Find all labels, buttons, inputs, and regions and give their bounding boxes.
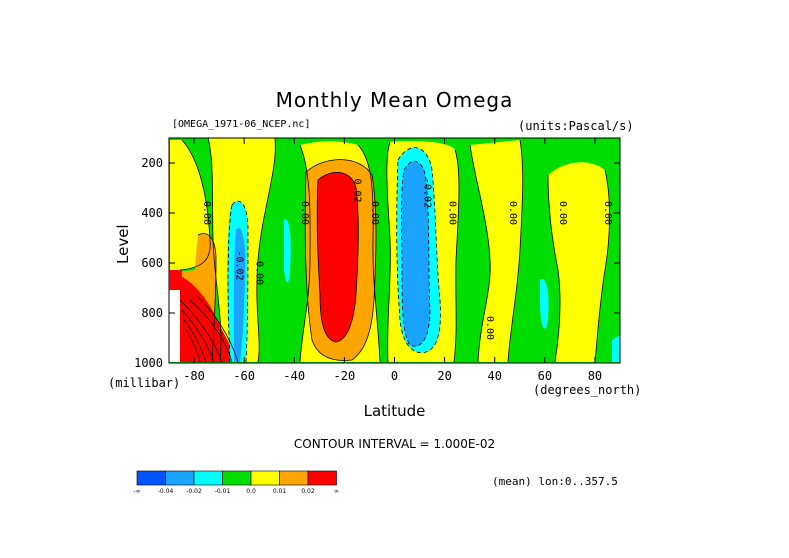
chart-title: Monthly Mean Omega [275,88,514,112]
colorbar-swatch [307,470,337,486]
cyan-region [612,335,620,362]
colorbar-label: 0.0 [246,488,256,495]
contour-label: -0.02 [422,178,433,208]
contour-label: 0.00 [507,201,518,225]
x-tick-label: 60 [538,369,552,383]
red-region [178,275,236,362]
y-tick-label: 400 [141,206,163,220]
cyan-region [540,279,549,329]
colorbar-swatch [279,470,309,486]
colorbar-label: 0.02 [301,488,315,495]
x-tick-label: -80 [183,369,205,383]
x-axis-ticks: -80 -60 -40 -20 0 20 40 60 80 [183,138,602,383]
colorbar-label: 0.01 [273,488,287,495]
contour-label: 0.00 [254,261,265,285]
x-axis-label: Latitude [363,402,426,420]
contour-label: 0.00 [557,201,568,225]
colorbar-swatch [193,470,223,486]
contour-label: 0.00 [369,201,380,225]
y-tick-label: 600 [141,256,163,270]
colorbar-swatch [222,470,252,486]
y-axis-ticks: 1000 800 600 400 200 [134,156,620,370]
yellow-region [470,140,523,362]
x-tick-label: 20 [437,369,451,383]
x-tick-label: 80 [588,369,602,383]
missing-data-region [169,290,180,362]
x-tick-label: 40 [487,369,501,383]
contour-label: 0.02 [351,178,362,202]
x-axis-unit: (degrees_north) [533,383,642,397]
blue-region [401,161,430,347]
contour-labels: 0.00 -0.02 0.00 0.00 0.02 0.00 -0.02 0.00 0.00 0.… [201,178,613,340]
colorbar: -∞ -0.04 -0.02 -0.01 0.0 0.01 0.02 ∞ [133,470,339,495]
source-file-label: [OMEGA_1971-06_NCEP.nc] [172,119,311,130]
contour-label: 0.00 [602,201,613,225]
colorbar-swatch [165,470,195,486]
plot-area: 0.00 -0.02 0.00 0.00 0.02 0.00 -0.02 0.00 0.00 0.… [169,138,620,363]
x-tick-label: 0 [391,369,398,383]
colorbar-swatch [136,470,166,486]
y-tick-label: 1000 [134,356,163,370]
colorbar-swatch [250,470,280,486]
contour-label: -0.02 [234,250,245,280]
contour-label: 0.00 [484,316,495,340]
y-axis-label: Level [114,224,132,264]
contour-label: 0.00 [201,201,212,225]
y-tick-label: 800 [141,306,163,320]
y-tick-label: 200 [141,156,163,170]
x-tick-label: -40 [283,369,305,383]
contour-interval-text: CONTOUR INTERVAL = 1.000E-02 [293,437,496,451]
colorbar-label: ∞ [334,488,339,495]
units-label: (units:Pascal/s) [518,119,634,133]
y-axis-unit: (millibar) [108,376,181,390]
colorbar-label: -∞ [133,488,140,495]
contour-label: 0.00 [447,201,458,225]
red-region [317,172,359,342]
colorbar-label: -0.04 [158,488,174,495]
x-tick-label: -20 [334,369,356,383]
yellow-region [548,162,610,362]
contour-label: 0.00 [299,201,310,225]
colorbar-label: -0.02 [186,488,202,495]
stat-text: (mean) lon:0..357.5 [492,475,618,488]
cyan-region [284,219,291,283]
colorbar-label: -0.01 [215,488,231,495]
blue-region [233,228,246,362]
x-tick-label: -60 [233,369,255,383]
